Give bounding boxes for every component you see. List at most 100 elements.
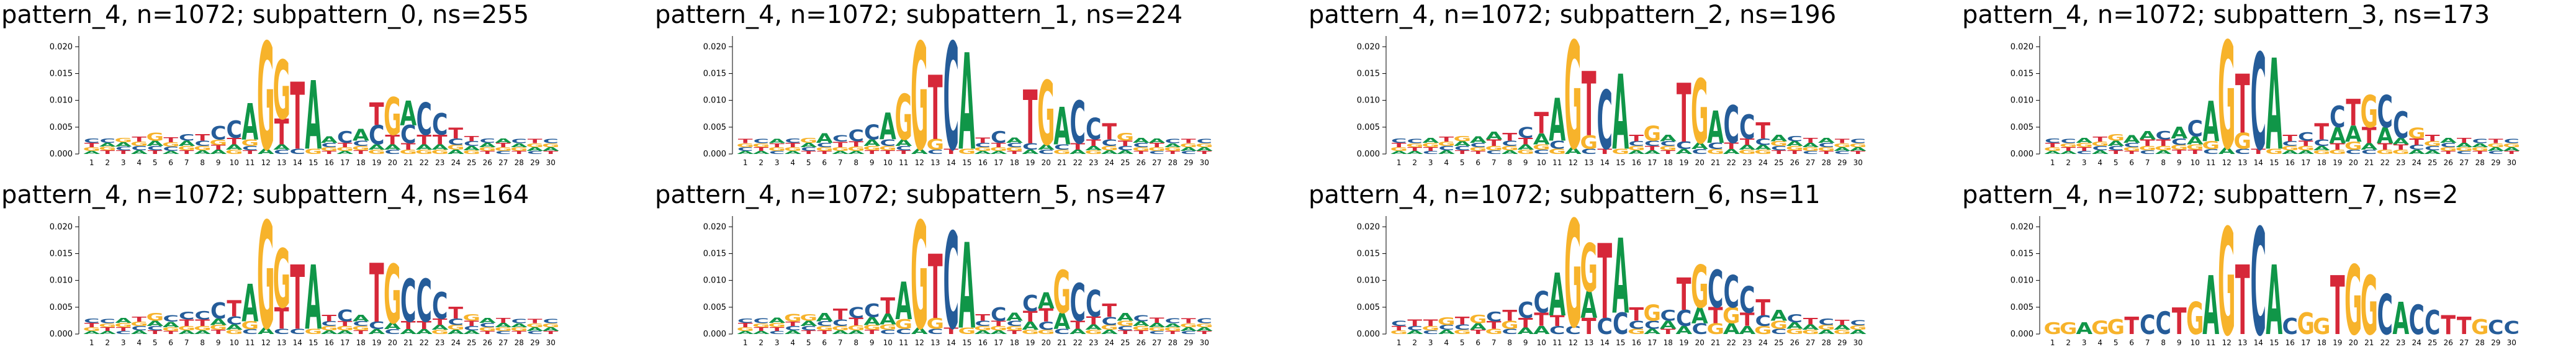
x-tick-label: 20 — [2349, 158, 2358, 167]
logo-letter-T: T — [833, 306, 849, 323]
logo-letter-T: T — [770, 142, 785, 148]
logo-letter-A: A — [431, 143, 448, 152]
x-tick-label: 19 — [2333, 158, 2342, 167]
logo-letter-A: A — [1180, 326, 1197, 332]
logo-letter-A: A — [1133, 320, 1150, 328]
logo-letter-G: G — [1390, 146, 1408, 152]
logo-letter-T: T — [1645, 145, 1660, 151]
x-tick-label: 4 — [137, 338, 142, 347]
x-tick-label: 28 — [515, 158, 524, 167]
logo-letter-T: T — [1455, 315, 1470, 327]
logo-letter-A: A — [990, 150, 1007, 155]
logo-letter-T: T — [754, 146, 769, 152]
logo-letter-T: T — [1023, 75, 1038, 161]
x-tick-label: 21 — [1711, 338, 1720, 347]
logo-letter-C: C — [896, 328, 911, 337]
logo-letter-A: A — [400, 328, 417, 335]
logo-letter-G: G — [1037, 328, 1055, 335]
logo-letter-A: A — [785, 150, 802, 155]
logo-letter-C: C — [1597, 75, 1613, 168]
logo-letter-C: C — [1502, 140, 1518, 148]
logo-letter-G: G — [2376, 148, 2394, 155]
logo-letter-G: G — [1644, 122, 1661, 145]
logo-letter-T: T — [1629, 304, 1644, 325]
sequence-logo: 0.0000.0050.0100.0150.0201AGTC2ATGC3CTGA… — [2011, 11, 2521, 183]
logo-letter-C: C — [1629, 140, 1644, 148]
logo-letter-G: G — [1117, 132, 1134, 143]
x-tick-label: 6 — [1475, 158, 1480, 167]
logo-letter-T: T — [770, 326, 785, 332]
logo-letter-G: G — [990, 146, 1007, 152]
logo-letter-G: G — [495, 146, 512, 152]
logo-letter-G: G — [2313, 149, 2330, 155]
logo-letter-T: T — [227, 137, 241, 147]
x-tick-label: 4 — [1444, 158, 1449, 167]
logo-letter-C: C — [1407, 138, 1423, 145]
logo-letter-T: T — [1038, 305, 1053, 327]
x-tick-label: 16 — [325, 158, 334, 167]
logo-letter-C: C — [1692, 320, 1708, 338]
logo-letter-A: A — [543, 146, 560, 152]
logo-letter-T: T — [2045, 142, 2061, 148]
logo-letter-G: G — [1786, 145, 1803, 151]
x-tick-label: 25 — [1120, 338, 1130, 347]
sequence-logo: 0.0000.0050.0100.0150.0201ACGT2ATGC3CGTA… — [703, 12, 1214, 184]
x-tick-label: 15 — [308, 158, 318, 167]
logo-letter-C: C — [1038, 320, 1054, 333]
logo-letter-A: A — [479, 142, 496, 148]
x-tick-label: 30 — [1853, 158, 1863, 167]
logo-panel: pattern_4, n=1072; subpattern_3, ns=173 0… — [1962, 0, 2576, 183]
logo-letter-A: A — [975, 150, 992, 155]
logo-letter-C: C — [2140, 149, 2155, 155]
x-tick-label: 7 — [2145, 158, 2150, 167]
logo-letter-A: A — [1770, 133, 1787, 143]
logo-letter-G: G — [895, 316, 912, 332]
logo-letter-G: G — [273, 45, 290, 138]
x-tick-label: 3 — [2082, 158, 2087, 167]
logo-letter-C: C — [495, 330, 511, 335]
logo-letter-T: T — [849, 140, 863, 148]
logo-letter-A: A — [816, 310, 833, 324]
x-tick-label: 9 — [1523, 158, 1528, 167]
logo-letter-A: A — [1802, 323, 1819, 332]
logo-letter-A: A — [1022, 148, 1038, 155]
logo-letter-A: A — [2377, 123, 2394, 148]
logo-letter-C: C — [1454, 323, 1470, 332]
x-tick-label: 20 — [1695, 338, 1705, 347]
logo-letter-A: A — [2440, 137, 2457, 144]
x-tick-label: 6 — [822, 158, 827, 167]
logo-letter-T: T — [1708, 303, 1723, 328]
logo-letter-C: C — [448, 137, 464, 147]
logo-letter-C: C — [2108, 145, 2123, 151]
logo-letter-G: G — [1501, 145, 1518, 151]
x-tick-label: 14 — [947, 158, 956, 167]
logo-letter-T: T — [2109, 149, 2124, 155]
logo-letter-T: T — [1423, 146, 1439, 152]
logo-letter-G: G — [1006, 325, 1023, 332]
logo-letter-C: C — [353, 140, 369, 148]
logo-letter-A: A — [384, 321, 401, 332]
logo-letter-C: C — [975, 142, 991, 148]
logo-letter-G: G — [847, 145, 865, 152]
logo-letter-A: A — [816, 130, 834, 146]
logo-letter-C: C — [2361, 148, 2377, 155]
logo-letter-G: G — [1849, 324, 1867, 331]
x-tick-label: 4 — [1444, 338, 1449, 347]
logo-letter-C: C — [2092, 145, 2108, 151]
logo-letter-T: T — [1487, 320, 1502, 332]
logo-letter-T: T — [1502, 307, 1518, 325]
x-tick-label: 1 — [89, 158, 94, 167]
logo-letter-G: G — [178, 325, 196, 332]
logo-letter-G: G — [800, 313, 817, 323]
logo-letter-T: T — [1439, 136, 1454, 143]
logo-letter-T: T — [480, 150, 495, 155]
logo-letter-G: G — [1707, 148, 1724, 155]
logo-letter-C: C — [1581, 148, 1596, 156]
logo-letter-G: G — [2487, 142, 2505, 148]
logo-letter-C: C — [274, 148, 289, 155]
y-tick-label: 0.020 — [1357, 222, 1380, 232]
logo-letter-C: C — [1007, 142, 1022, 148]
logo-letter-C: C — [1070, 273, 1086, 333]
x-tick-label: 20 — [2349, 338, 2358, 347]
logo-letter-T: T — [1597, 148, 1612, 156]
